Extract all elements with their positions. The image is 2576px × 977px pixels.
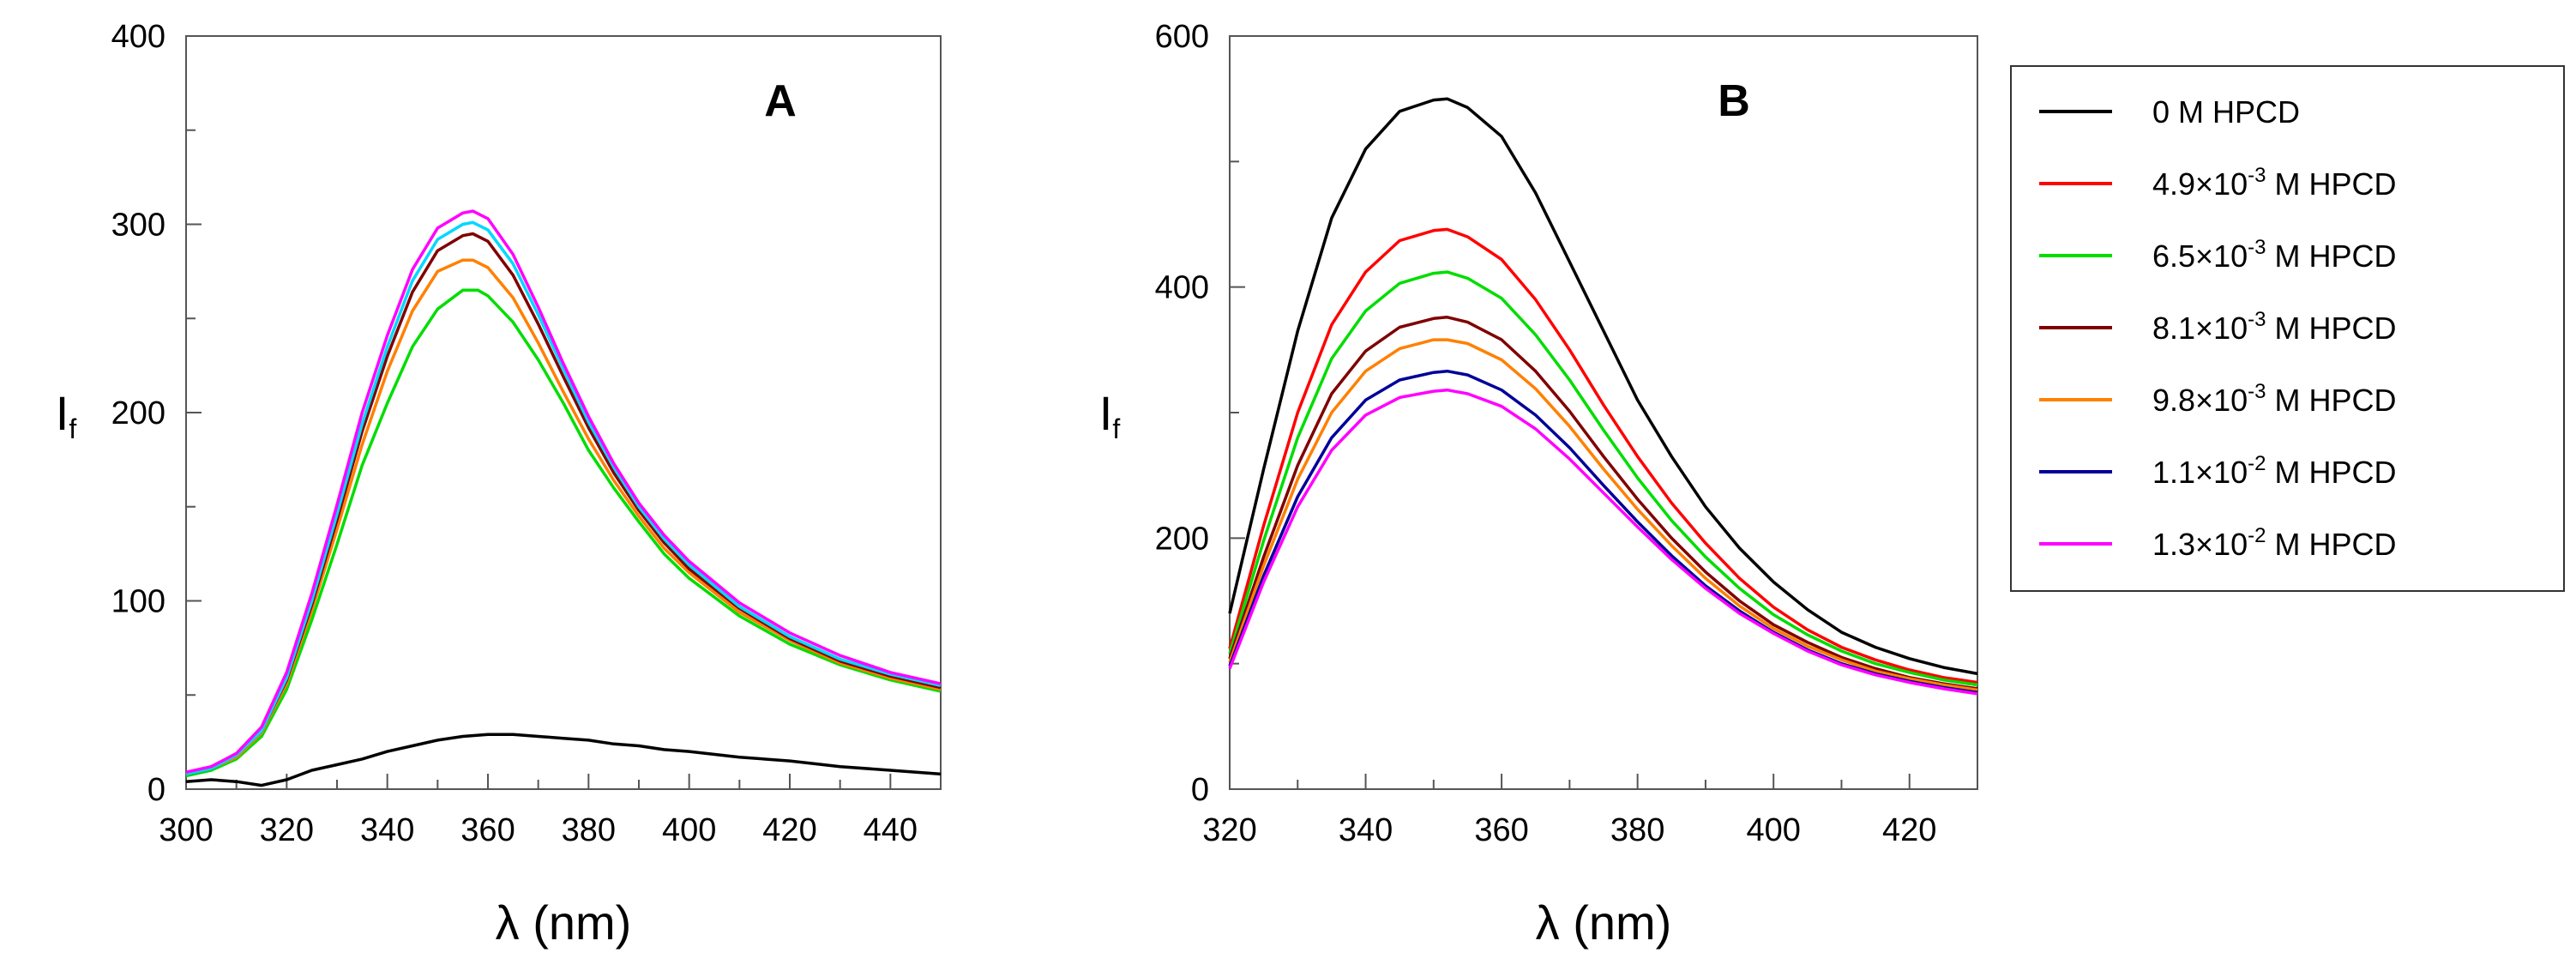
- legend: 0 M HPCD 4.9×10-3 M HPCD 6.5×10-3 M HPCD 8.…: [2010, 65, 2565, 592]
- series-line-b-0: [1228, 97, 1978, 676]
- series-line-b-1: [1228, 227, 1978, 685]
- legend-label: 1.3×10-2 M HPCD: [2152, 524, 2396, 562]
- y-tick-label-a: 200: [111, 395, 166, 431]
- series-line-a-0: [185, 733, 942, 787]
- x-tick-label-b: 320: [1202, 812, 1256, 848]
- legend-label: 4.9×10-3 M HPCD: [2152, 164, 2396, 202]
- series-line-a-2: [185, 258, 942, 776]
- x-tick-label-b: 360: [1474, 812, 1528, 848]
- legend-label: 0 M HPCD: [2152, 94, 2300, 130]
- series-line-a-4: [185, 220, 942, 776]
- legend-label: 9.8×10-3 M HPCD: [2152, 380, 2396, 418]
- x-tick-label-a: 300: [159, 812, 213, 848]
- x-tick-label-a: 400: [662, 812, 716, 848]
- x-tick-label-b: 380: [1610, 812, 1664, 848]
- x-tick-label-b: 420: [1882, 812, 1936, 848]
- x-tick-label-b: 340: [1339, 812, 1393, 848]
- y-axis-title-a: If: [56, 386, 77, 444]
- y-tick-label-a: 400: [111, 19, 166, 55]
- y-tick-label-a: 0: [147, 772, 166, 808]
- y-tick-label-b: 0: [1191, 772, 1209, 808]
- x-tick-label-a: 420: [762, 812, 816, 848]
- x-tick-label-b: 400: [1746, 812, 1800, 848]
- series-line-b-3: [1228, 316, 1978, 691]
- panel-letter-a: A: [764, 76, 797, 126]
- series-line-a-3: [185, 232, 942, 776]
- x-tick-label-a: 320: [260, 812, 314, 848]
- x-axis-title-b: λ (nm): [1536, 896, 1672, 950]
- x-tick-label-a: 380: [562, 812, 616, 848]
- y-tick-label-b: 600: [1155, 19, 1209, 55]
- y-tick-label-a: 100: [111, 584, 166, 620]
- plot-frame-b: [1229, 35, 1978, 790]
- series-line-b-4: [1228, 338, 1978, 692]
- series-line-a-5: [185, 209, 942, 774]
- y-axis-title-b: If: [1099, 386, 1121, 444]
- y-tick-label-a: 300: [111, 208, 166, 244]
- chart-panel-a: 300 320 340 360 380 400 420 440 0 100 200 300 400 λ (…: [56, 19, 942, 950]
- x-axis-title-a: λ (nm): [496, 896, 632, 950]
- series-line-a-1: [185, 288, 942, 778]
- y-tick-label-b: 200: [1155, 521, 1209, 557]
- plot-frame-a: [185, 35, 942, 790]
- x-tick-label-a: 360: [460, 812, 515, 848]
- x-tick-label-a: 340: [360, 812, 414, 848]
- legend-label: 8.1×10-3 M HPCD: [2152, 308, 2396, 346]
- panel-letter-b: B: [1718, 76, 1750, 126]
- y-tick-label-b: 400: [1155, 270, 1209, 306]
- legend-label: 1.1×10-2 M HPCD: [2152, 452, 2396, 490]
- x-tick-label-a: 440: [864, 812, 918, 848]
- series-line-b-6: [1228, 388, 1978, 696]
- series-line-b-2: [1228, 270, 1978, 687]
- chart-panel-b: 320 340 360 380 400 420 0 200 400 600 λ (nm) If B: [1099, 19, 1978, 950]
- legend-label: 6.5×10-3 M HPCD: [2152, 236, 2396, 274]
